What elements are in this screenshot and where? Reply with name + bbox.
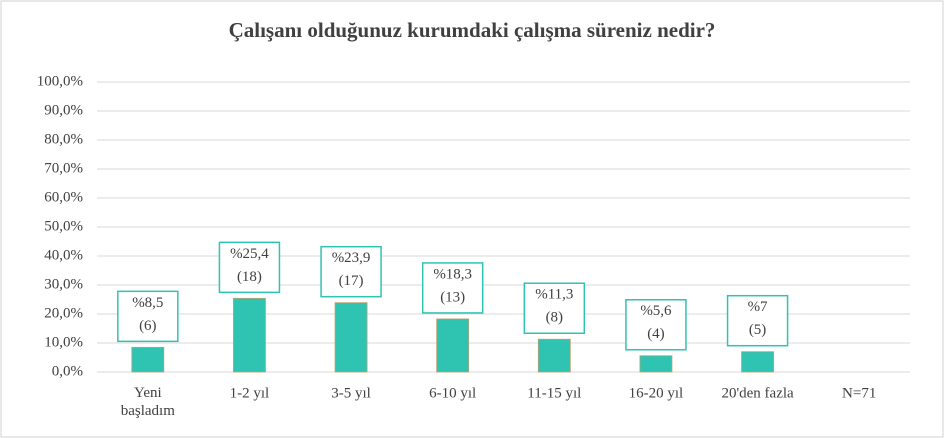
- y-tick-label: 20,0%: [44, 305, 83, 321]
- data-label: (13): [440, 289, 465, 305]
- data-label: (8): [546, 310, 564, 326]
- data-label-box: [117, 290, 179, 343]
- data-label: (17): [339, 273, 364, 289]
- y-tick-label: 0,0%: [52, 363, 83, 379]
- data-label: %5,6: [640, 303, 672, 319]
- data-label: %7: [748, 299, 768, 315]
- data-label-box: [320, 245, 382, 298]
- x-tick-label: 16-20 yıl: [629, 385, 684, 401]
- y-tick-label: 100,0%: [37, 73, 83, 89]
- x-tick-label: 3-5 yıl: [331, 385, 371, 401]
- x-tick-label: 20'den fazla: [721, 385, 794, 401]
- data-label: (4): [647, 326, 665, 342]
- data-label: %11,3: [535, 287, 573, 303]
- bar: [334, 302, 368, 373]
- x-tick-label: 6-10 yıl: [429, 385, 476, 401]
- bar: [537, 338, 571, 373]
- chart-title: Çalışanı olduğunuz kurumdaki çalışma sür…: [229, 18, 716, 42]
- data-label-box: [726, 294, 789, 347]
- data-label-box: [421, 262, 484, 314]
- x-tick-label: Yeni başladım: [121, 385, 175, 419]
- data-label: %25,4: [230, 246, 269, 262]
- data-label-box: [625, 299, 687, 351]
- data-label-box: [523, 282, 586, 334]
- y-tick-label: 90,0%: [44, 102, 83, 118]
- y-tick-label: 30,0%: [44, 276, 83, 292]
- y-tick-label: 60,0%: [44, 189, 83, 205]
- bar: [639, 355, 673, 373]
- bar: [741, 351, 774, 373]
- data-label: (18): [237, 269, 262, 285]
- data-label: %18,3: [433, 266, 472, 282]
- y-tick-label: 70,0%: [44, 160, 83, 176]
- x-tick-label: N=71: [842, 385, 876, 401]
- data-label: %23,9: [332, 250, 371, 266]
- data-label: %8,5: [132, 295, 163, 311]
- data-label-box: [218, 241, 281, 294]
- y-tick-label: 80,0%: [44, 131, 83, 147]
- y-tick-label: 50,0%: [44, 218, 83, 234]
- x-tick-label: 1-2 yıl: [230, 385, 270, 401]
- y-tick-label: 10,0%: [44, 334, 83, 350]
- bar: [233, 297, 266, 373]
- bar: [131, 346, 165, 373]
- x-tick-label: 11-15 yıl: [527, 385, 581, 401]
- data-label: (5): [749, 322, 767, 338]
- y-tick-label: 40,0%: [44, 247, 83, 263]
- data-label: (6): [139, 318, 157, 334]
- bar: [436, 318, 470, 373]
